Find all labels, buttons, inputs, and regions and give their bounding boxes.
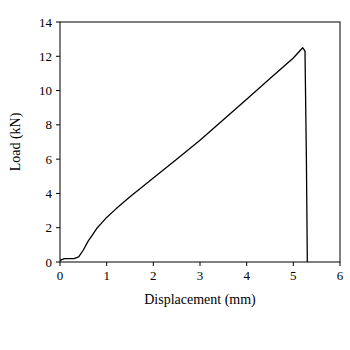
y-tick [56,56,60,57]
x-tick-label: 4 [243,268,250,283]
x-tick-label: 6 [337,268,344,283]
y-tick-label: 4 [46,186,53,201]
y-tick-label: 0 [46,255,53,270]
x-tick-label: 0 [57,268,64,283]
x-tick-label: 5 [290,268,297,283]
x-tick-label: 3 [197,268,204,283]
y-tick-label: 6 [46,152,53,167]
x-tick [246,262,247,266]
x-tick [293,262,294,266]
x-tick [200,262,201,266]
y-tick-label: 12 [39,49,52,64]
load-curve [60,48,307,262]
y-tick-label: 2 [46,220,53,235]
x-tick-label: 1 [103,268,110,283]
chart: 012345602468101214Displacement (mm)Load … [0,0,350,350]
y-tick [56,90,60,91]
x-tick [106,262,107,266]
chart-container: 012345602468101214Displacement (mm)Load … [0,0,350,350]
y-tick [56,193,60,194]
x-tick-label: 2 [150,268,157,283]
y-tick-label: 14 [39,15,53,30]
x-tick [340,262,341,266]
y-tick-label: 8 [46,117,53,132]
y-tick [56,124,60,125]
y-tick [56,159,60,160]
y-tick [56,262,60,263]
x-tick [153,262,154,266]
x-tick [60,262,61,266]
x-axis-label: Displacement (mm) [144,292,256,308]
y-tick-label: 10 [39,83,52,98]
plot-area [60,48,307,262]
y-axis-label: Load (kN) [8,112,24,171]
y-tick [56,22,60,23]
y-tick [56,227,60,228]
plot-frame [60,22,340,262]
